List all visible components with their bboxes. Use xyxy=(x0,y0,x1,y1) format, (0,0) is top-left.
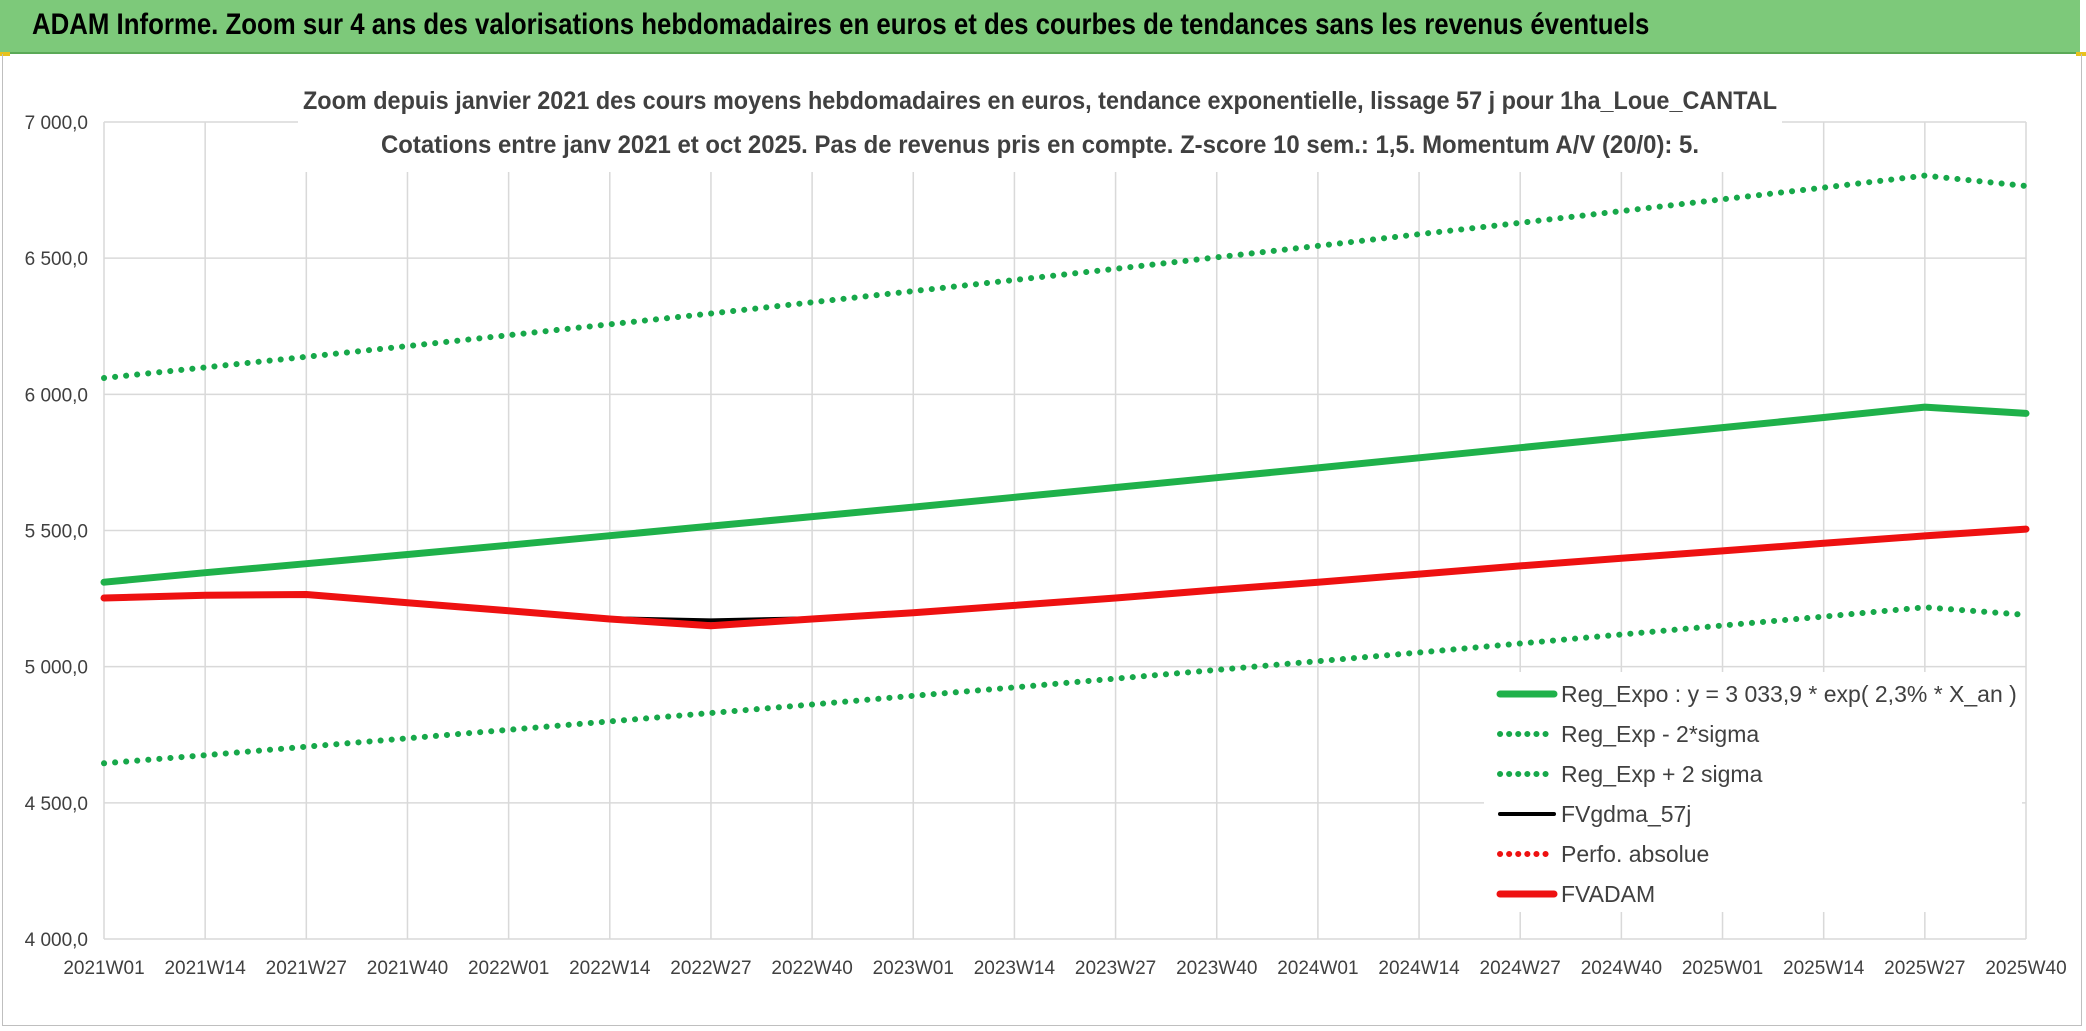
x-tick-label: 2025W01 xyxy=(1682,958,1763,979)
legend-entry: Reg_Exp + 2 sigma xyxy=(1561,761,1763,787)
x-tick-label: 2022W40 xyxy=(771,958,852,979)
gridlines xyxy=(103,121,2027,940)
x-tick-label: 2025W14 xyxy=(1783,958,1865,979)
report-banner: ADAM Informe. Zoom sur 4 ans des valoris… xyxy=(0,0,2080,54)
series-lines xyxy=(100,172,2030,767)
x-tick-label: 2024W27 xyxy=(1480,958,1561,979)
x-tick-label: 2023W14 xyxy=(974,958,1056,979)
legend-entry: Reg_Exp - 2*sigma xyxy=(1561,721,1759,747)
x-tick-label: 2023W40 xyxy=(1176,958,1257,979)
x-tick-label: 2024W40 xyxy=(1581,958,1662,979)
x-tick-label: 2022W27 xyxy=(670,958,751,979)
x-tick-label: 2024W14 xyxy=(1378,958,1460,979)
y-tick-label: 6 500,0 xyxy=(25,249,88,270)
report-title: ADAM Informe. Zoom sur 4 ans des valoris… xyxy=(32,8,1650,41)
axes: 4 000,0 4 500,0 5 000,0 5 500,0 6 000,0 6 500… xyxy=(25,113,2067,979)
x-tick-label: 2022W01 xyxy=(468,958,549,979)
x-tick-label: 2021W01 xyxy=(63,958,144,979)
series-line xyxy=(101,172,2029,381)
x-tick-label: 2025W27 xyxy=(1884,958,1965,979)
subtitle-background xyxy=(298,72,1782,172)
series-line xyxy=(100,525,2030,630)
y-tick-label: 4 000,0 xyxy=(25,930,88,951)
x-tick-label: 2021W27 xyxy=(266,958,347,979)
legend-background xyxy=(1484,672,2022,912)
x-tick-label: 2021W14 xyxy=(164,958,246,979)
x-tick-label: 2025W40 xyxy=(1985,958,2066,979)
x-tick-label: 2021W40 xyxy=(367,958,448,979)
banner-accent-left xyxy=(0,52,10,56)
y-tick-label: 7 000,0 xyxy=(25,113,88,134)
y-tick-label: 5 500,0 xyxy=(25,522,88,543)
series-line xyxy=(100,403,2030,586)
legend-entry: FVgdma_57j xyxy=(1561,801,1691,827)
x-tick-label: 2022W14 xyxy=(569,958,651,979)
series-line xyxy=(102,527,2028,623)
y-tick-label: 4 500,0 xyxy=(25,794,88,815)
legend: Reg_Expo : y = 3 033,9 * exp( 2,3% * X_a… xyxy=(1484,672,2022,912)
y-tick-label: 6 000,0 xyxy=(25,385,88,406)
y-tick-label: 5 000,0 xyxy=(25,658,88,679)
legend-entry: FVADAM xyxy=(1561,881,1655,907)
x-tick-label: 2023W27 xyxy=(1075,958,1156,979)
legend-entry: Reg_Expo : y = 3 033,9 * exp( 2,3% * X_a… xyxy=(1561,681,2017,707)
chart-area-border xyxy=(2,54,2082,1026)
subtitle-line: Zoom depuis janvier 2021 des cours moyen… xyxy=(303,87,1777,115)
x-tick-label: 2024W01 xyxy=(1277,958,1358,979)
subtitle-line: Cotations entre janv 2021 et oct 2025. P… xyxy=(381,131,1699,159)
chart-title: Zoom depuis janvier 2021 des cours moyen… xyxy=(298,72,1782,172)
x-tick-label: 2023W01 xyxy=(873,958,954,979)
series-line xyxy=(101,604,2029,767)
legend-entry: Perfo. absolue xyxy=(1561,841,1709,867)
